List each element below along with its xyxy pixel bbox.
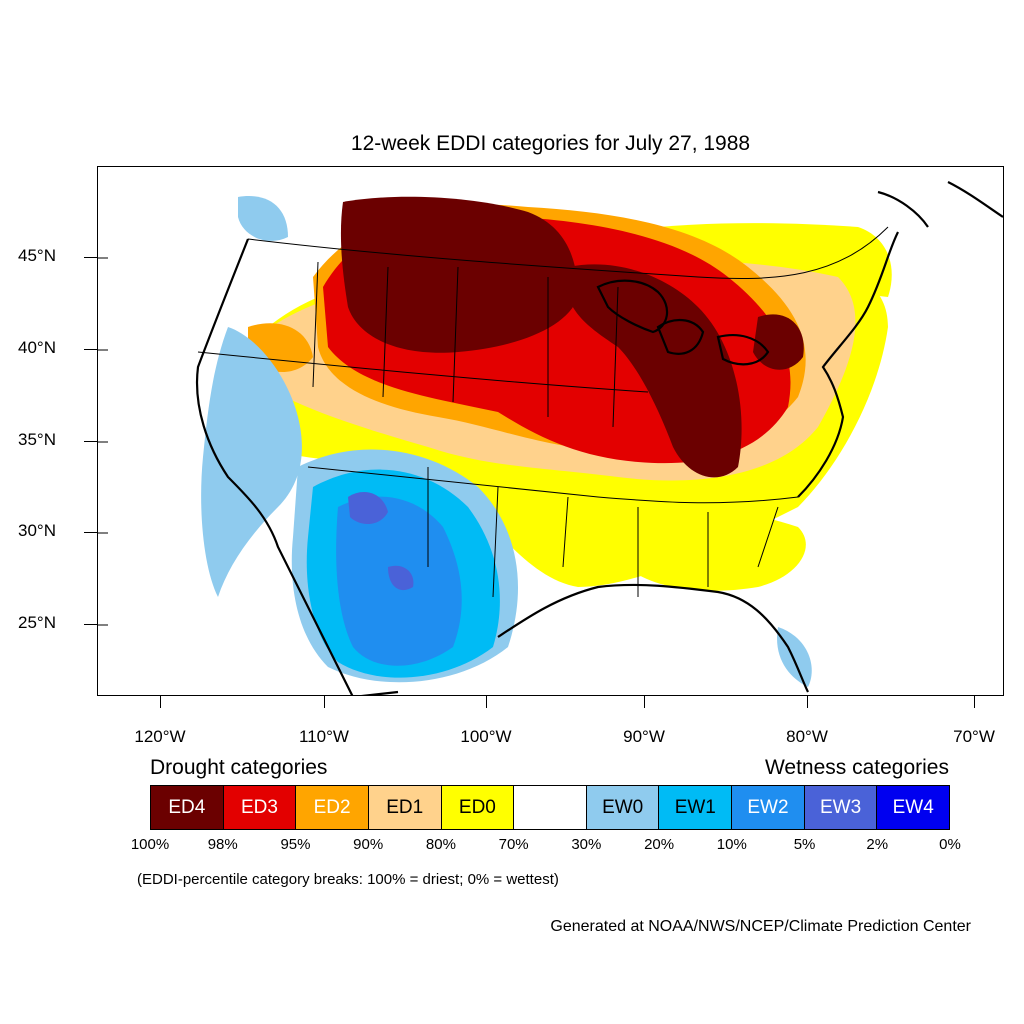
lat-label-40: 40°N	[18, 338, 56, 357]
wetness-categories-heading: Wetness categories	[764, 756, 949, 779]
lat-label-45: 45°N	[18, 246, 56, 265]
inner-tick-marks	[98, 257, 108, 626]
lon-label-70w: 70°W	[953, 727, 995, 746]
legend-swatch-ew3: EW3	[804, 786, 878, 829]
lat-tick	[84, 532, 97, 533]
drought-fill-ed4	[340, 196, 804, 478]
lon-tick	[807, 696, 808, 708]
legend-swatch-ew2: EW2	[732, 786, 805, 829]
lon-tick	[486, 696, 487, 708]
coastlines	[196, 181, 1003, 695]
lat-tick	[84, 257, 97, 258]
percentile-break-label: 10%	[716, 836, 747, 853]
lat-label-35: 35°N	[18, 430, 56, 449]
percentile-break-label: 0%	[939, 836, 961, 853]
percentile-break-label: 95%	[280, 836, 311, 853]
drought-categories-heading: Drought categories	[150, 756, 328, 779]
lon-tick	[974, 696, 975, 708]
legend-swatch-ed3: ED3	[223, 786, 297, 829]
legend-swatch-ed2: ED2	[296, 786, 369, 829]
lon-label-80w: 80°W	[786, 727, 828, 746]
percentile-break-label: 98%	[207, 836, 238, 853]
lon-tick	[324, 696, 325, 708]
percentile-break-label: 90%	[353, 836, 384, 853]
category-legend: ED4 ED3 ED2 ED1 ED0 EW0 EW1 EW2 EW3 EW4	[150, 785, 950, 830]
lon-label-120w: 120°W	[134, 727, 186, 746]
legend-swatch-ew4: EW4	[877, 786, 950, 829]
legend-swatch-ew1: EW1	[659, 786, 733, 829]
legend-swatch-ed0: ED0	[441, 786, 515, 829]
wetness-fill-ew3	[348, 492, 414, 591]
percentile-break-label: 2%	[866, 836, 889, 853]
map-title: 12-week EDDI categories for July 27, 198…	[350, 132, 751, 155]
percentile-break-label: 30%	[571, 836, 602, 853]
percentile-break-label: 5%	[793, 836, 816, 853]
legend-swatch-ew0: EW0	[586, 786, 660, 829]
lon-tick	[644, 696, 645, 708]
lon-label-90w: 90°W	[623, 727, 665, 746]
map-plot-area	[97, 166, 1004, 696]
percentile-break-label: 80%	[425, 836, 456, 853]
category-note: (EDDI-percentile category breaks: 100% =…	[137, 871, 559, 888]
lat-tick	[84, 441, 97, 442]
map-canvas	[98, 181, 1003, 695]
credit-line: Generated at NOAA/NWS/NCEP/Climate Predi…	[550, 918, 971, 935]
lat-tick	[84, 349, 97, 350]
legend-swatch-ed1: ED1	[368, 786, 442, 829]
percentile-break-label: 100%	[130, 836, 170, 853]
lon-label-100w: 100°W	[460, 727, 512, 746]
lat-label-25: 25°N	[18, 613, 56, 632]
legend-swatch-ed4: ED4	[151, 786, 224, 829]
lon-tick	[160, 696, 161, 708]
state-borders	[197, 226, 889, 598]
percentile-break-label: 20%	[644, 836, 675, 853]
lon-label-110w: 110°W	[299, 727, 349, 746]
percentile-break-label: 70%	[498, 836, 529, 853]
lat-label-30: 30°N	[18, 521, 56, 540]
lat-tick	[84, 624, 97, 625]
legend-swatch-neutral	[514, 786, 587, 829]
